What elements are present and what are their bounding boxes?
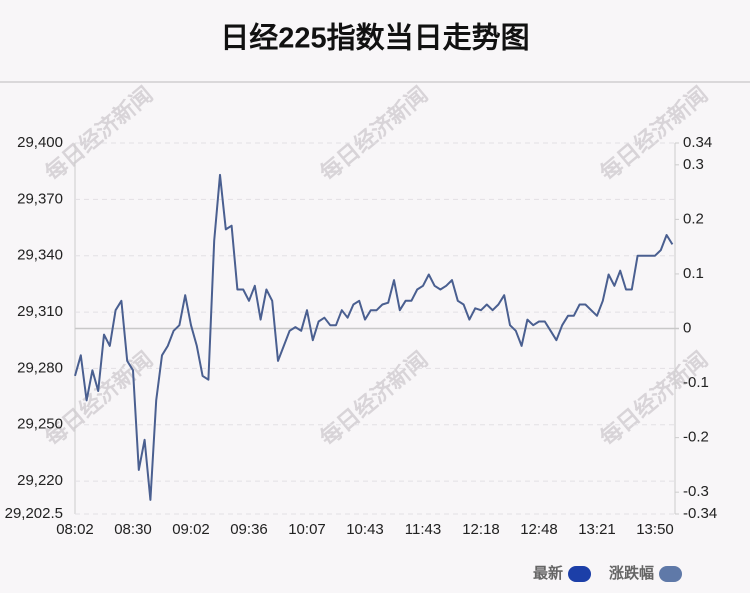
y-tick-label: 29,400 (17, 134, 63, 151)
legend-label: 最新 (533, 564, 563, 582)
y2-tick-label: 0.34 (683, 134, 712, 151)
x-tick-label: 12:48 (520, 521, 558, 538)
y-tick-label: 29,250 (17, 416, 63, 433)
x-tick-label: 13:21 (578, 521, 616, 538)
y2-tick-label: 0.3 (683, 156, 704, 173)
x-tick-label: 11:43 (405, 521, 441, 538)
y-tick-label: 29,220 (17, 472, 63, 489)
x-tick-label: 13:50 (636, 521, 674, 538)
y2-tick-label: -0.34 (683, 505, 717, 522)
y-tick-label: 29,370 (17, 190, 63, 207)
legend-swatch (568, 566, 592, 582)
x-tick-label: 09:36 (230, 521, 268, 538)
y2-tick-label: 0.2 (683, 210, 704, 227)
x-tick-label: 12:18 (462, 521, 500, 538)
x-tick-label: 08:30 (114, 521, 152, 538)
y-tick-label: 29,310 (17, 303, 63, 320)
x-tick-label: 08:02 (56, 521, 94, 538)
x-tick-label: 09:02 (172, 521, 210, 538)
chart-title: 日经225指数当日走势图 (220, 21, 529, 55)
y-tick-label: 29,280 (17, 359, 63, 376)
price-line (74, 173, 674, 501)
y-tick-label: 29,340 (17, 247, 63, 264)
y-tick-label: 29,202.5 (5, 505, 63, 522)
x-tick-label: 10:43 (346, 521, 384, 538)
y2-tick-label: 0.1 (683, 265, 704, 282)
y2-tick-label: -0.1 (683, 374, 709, 391)
y2-tick-label: -0.3 (683, 483, 709, 500)
legend-swatch (659, 566, 683, 582)
y2-tick-label: -0.2 (683, 429, 709, 446)
x-tick-label: 10:07 (288, 521, 326, 538)
y2-tick-label: 0 (683, 319, 691, 336)
legend-label: 涨跌幅 (609, 564, 654, 582)
